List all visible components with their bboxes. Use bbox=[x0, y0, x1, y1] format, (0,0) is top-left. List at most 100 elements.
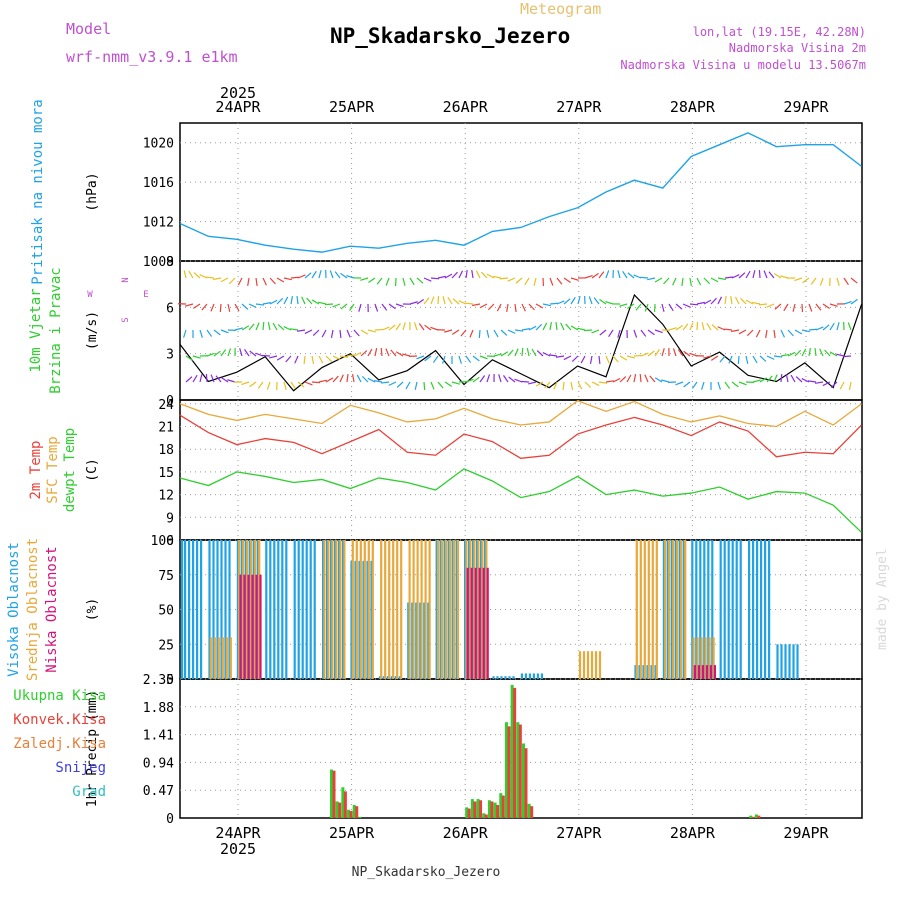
wind-arrow bbox=[202, 304, 207, 310]
top-date-label: 25APR bbox=[329, 98, 375, 116]
wind-arrow bbox=[543, 304, 551, 306]
wind-arrow bbox=[480, 356, 488, 359]
wind-arrow bbox=[410, 278, 414, 285]
wind-arrow bbox=[590, 356, 592, 364]
wind-arrow bbox=[781, 374, 782, 382]
wind-arrow bbox=[830, 304, 838, 306]
y-tick-label: 12 bbox=[158, 489, 174, 504]
wind-arrow bbox=[298, 275, 305, 278]
wind-arrow bbox=[662, 348, 664, 356]
y-tick-label: 3 bbox=[166, 348, 174, 363]
wind-arrow bbox=[692, 382, 697, 389]
wind-arrow bbox=[739, 330, 746, 334]
wind-arrow bbox=[211, 304, 214, 311]
wind-arrow bbox=[711, 298, 716, 304]
cloud-bar-1 bbox=[226, 637, 228, 679]
wind-arrow bbox=[732, 275, 739, 278]
wind-arrow bbox=[662, 304, 664, 312]
wind-arrow bbox=[682, 278, 683, 286]
wind-arrow bbox=[837, 322, 839, 330]
wind-arrow bbox=[781, 355, 789, 356]
cloud-bar-1 bbox=[680, 540, 682, 679]
wind-arrow bbox=[661, 380, 669, 382]
wind-arrow bbox=[522, 304, 525, 311]
wind-arrow bbox=[487, 374, 489, 382]
wind-arrow bbox=[193, 375, 197, 382]
cloud-bar-0 bbox=[764, 540, 766, 679]
wind-arrow bbox=[459, 271, 463, 278]
wind-arrow bbox=[605, 302, 613, 304]
wind-arrow bbox=[561, 323, 564, 330]
wind-arrow bbox=[444, 330, 452, 332]
wind-arrow bbox=[684, 382, 690, 387]
wind-arrow bbox=[775, 304, 781, 309]
wind-arrow bbox=[836, 354, 844, 356]
wind-arrow bbox=[537, 351, 543, 356]
cloud-bar-1 bbox=[323, 540, 325, 679]
precip-bar-1 bbox=[473, 801, 476, 818]
model-label: Model bbox=[66, 20, 111, 38]
wind-arrow bbox=[675, 382, 683, 385]
cloud-bar-0 bbox=[265, 540, 267, 679]
wind-arrow bbox=[318, 302, 326, 304]
wind-arrow bbox=[676, 304, 682, 309]
temp-title-0: 2m Temp bbox=[28, 440, 44, 499]
cloud-bar-2 bbox=[483, 568, 485, 679]
wind-arrow bbox=[718, 278, 726, 279]
wind-arrow bbox=[794, 278, 802, 281]
y-tick-label: 6 bbox=[166, 301, 174, 316]
wind-arrow bbox=[641, 353, 648, 356]
wind-arrow bbox=[241, 382, 249, 385]
cloud-bar-0 bbox=[281, 540, 283, 679]
wind-arrow bbox=[325, 304, 333, 305]
wind-arrow bbox=[825, 350, 830, 356]
wind-arrow bbox=[206, 277, 214, 278]
wind-arrow bbox=[284, 278, 292, 280]
temp-title-2: dewpt Temp bbox=[62, 428, 78, 512]
wind-arrow bbox=[248, 278, 249, 286]
wind-arrow bbox=[200, 374, 202, 382]
wind-arrow bbox=[613, 356, 618, 362]
y-tick-label: 1016 bbox=[143, 176, 174, 191]
wind-arrow bbox=[655, 349, 659, 356]
wind-arrow bbox=[739, 273, 745, 278]
wind-arrow bbox=[312, 356, 314, 364]
wind-arrow bbox=[431, 297, 434, 304]
wind-arrow bbox=[697, 302, 705, 304]
wind-arrow bbox=[312, 382, 320, 383]
cloud-bar-1 bbox=[445, 540, 447, 679]
wind-arrow bbox=[465, 303, 473, 304]
wind-arrow bbox=[359, 304, 361, 312]
cloud-bar-1 bbox=[457, 540, 459, 679]
wind-arrow bbox=[235, 328, 243, 330]
bottom-date-label: 25APR bbox=[329, 824, 375, 842]
cloud-bar-1 bbox=[441, 540, 443, 679]
wind-arrow bbox=[844, 278, 848, 285]
wind-arrow bbox=[786, 374, 788, 382]
cloud-bar-2 bbox=[467, 568, 469, 679]
wind-arrow bbox=[830, 323, 834, 330]
y-tick-label: 50 bbox=[158, 604, 174, 619]
wind-arrow bbox=[549, 355, 557, 356]
wind-arrow bbox=[494, 354, 502, 356]
y-tick-label: 1020 bbox=[143, 137, 174, 152]
wind-arrow bbox=[683, 324, 688, 330]
cloud-bar-0 bbox=[736, 540, 738, 679]
wind-arrow bbox=[725, 296, 726, 304]
wind-arrow bbox=[488, 304, 494, 310]
cloud-bar-1 bbox=[356, 540, 358, 679]
wind-arrow bbox=[375, 348, 377, 356]
wind-arrow bbox=[508, 350, 513, 356]
precip-bar-1 bbox=[757, 816, 760, 818]
wind-arrow bbox=[472, 304, 480, 305]
wind-arrow bbox=[389, 304, 395, 309]
cloud-bar-1 bbox=[668, 540, 670, 679]
wind-arrow bbox=[600, 330, 606, 335]
wind-arrow bbox=[543, 323, 547, 330]
wind-arrow bbox=[584, 330, 592, 331]
wind-arrow bbox=[277, 298, 283, 304]
wind-arrow bbox=[433, 356, 438, 363]
wind-arrow bbox=[571, 382, 573, 390]
wind-arrow bbox=[424, 382, 425, 390]
